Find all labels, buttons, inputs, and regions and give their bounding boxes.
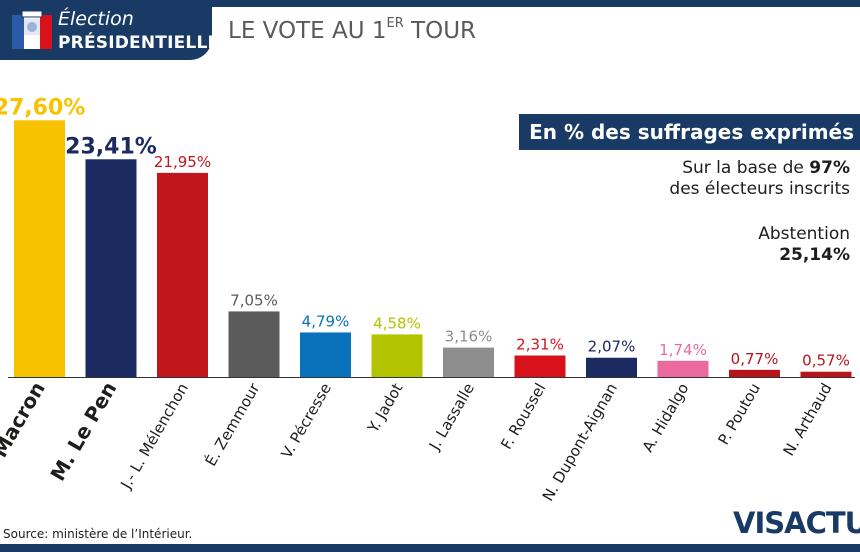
visactu-logo: VISACTU: [733, 506, 860, 540]
category-label-10: P. Poutou: [714, 380, 764, 448]
value-label-1: 23,41%: [65, 134, 157, 159]
bar-10: [729, 369, 780, 377]
value-label-4: 4,79%: [302, 312, 350, 330]
bar-11: [800, 371, 852, 377]
category-label-11: N. Arthaud: [779, 380, 835, 459]
base-note-suffix: des électeurs inscrits: [669, 179, 850, 199]
source-note: Source: ministère de l’Intérieur.: [3, 527, 193, 541]
bar-0: [14, 120, 65, 377]
bar-1: [85, 159, 137, 377]
bar-4: [300, 332, 351, 377]
base-note-value: 97%: [809, 158, 850, 178]
value-label-7: 2,31%: [516, 336, 564, 354]
value-label-11: 0,57%: [802, 352, 850, 370]
base-note-prefix: Sur la base de: [682, 158, 810, 178]
badge-title-election: Élection: [58, 8, 134, 30]
value-label-6: 3,16%: [445, 328, 493, 346]
abstention-label: Abstention: [758, 224, 850, 244]
value-label-5: 4,58%: [373, 314, 421, 332]
value-label-8: 2,07%: [588, 338, 636, 356]
header-badge: Élection PRÉSIDENTIELLE: [0, 0, 219, 60]
value-label-2: 21,95%: [154, 153, 211, 171]
bar-5: [371, 334, 423, 377]
bar-2: [157, 172, 208, 377]
category-label-9: A. Hidalgo: [639, 380, 693, 455]
bar-8: [586, 357, 637, 377]
page-title-end: TOUR: [403, 18, 477, 44]
category-label-6: J. Lassalle: [425, 380, 478, 454]
category-label-5: Y. Jadot: [363, 380, 406, 437]
abstention-value: 25,14%: [779, 245, 850, 265]
value-label-10: 0,77%: [731, 350, 779, 368]
page-title-main: LE VOTE AU 1: [228, 18, 387, 44]
results-bar-chart: 27,60% E. Macron 23,41% M. Le Pen 21,95% J.- …: [0, 95, 855, 504]
bar-6: [443, 347, 494, 377]
page-title-superscript: ER: [386, 16, 404, 32]
category-label-8: N. Dupont-Aignan: [539, 380, 621, 504]
bar-9: [657, 360, 709, 377]
ballot-box-icon: [12, 10, 52, 49]
bar-7: [514, 355, 566, 377]
category-label-1: M. Le Pen: [45, 378, 121, 485]
category-label-2: J.- L. Mélenchon: [116, 380, 191, 493]
badge-title-presidentielle: PRÉSIDENTIELLE: [58, 33, 220, 53]
value-label-0: 27,60%: [0, 95, 85, 120]
page-title: LE VOTE AU 1ER TOUR: [228, 16, 477, 44]
abstention-note: Abstention 25,14%: [758, 224, 850, 266]
top-strip: [0, 0, 860, 7]
units-box: En % des suffrages exprimés: [519, 114, 860, 150]
base-note: Sur la base de 97% des électeurs inscrit…: [669, 158, 850, 200]
category-label-0: E. Macron: [0, 378, 50, 486]
bottom-strip: [0, 544, 860, 552]
category-label-7: F. Roussel: [497, 380, 549, 452]
category-label-3: É. Zemmour: [201, 379, 264, 469]
bar-3: [228, 311, 280, 377]
value-label-3: 7,05%: [230, 291, 278, 309]
category-label-4: V. Pécresse: [277, 380, 334, 462]
value-label-9: 1,74%: [659, 341, 707, 359]
